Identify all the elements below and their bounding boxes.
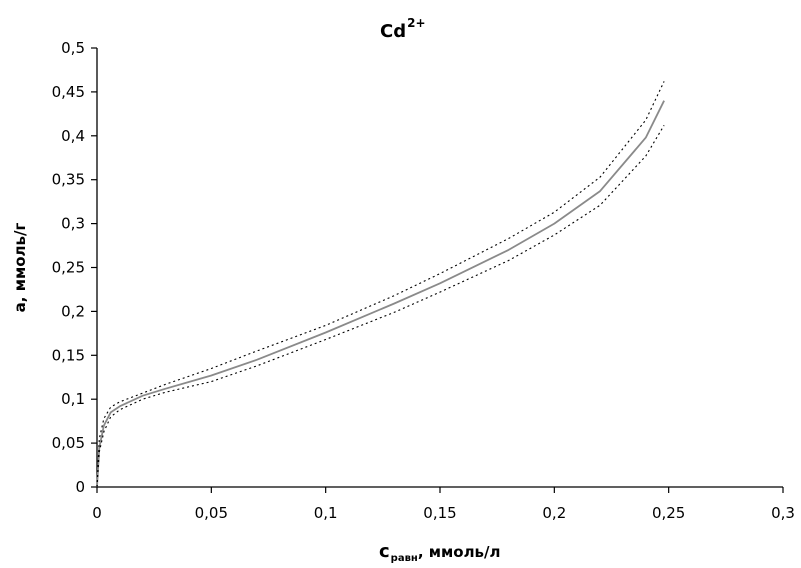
x-tick-label: 0,2	[542, 504, 566, 522]
x-axis-label-main: c	[379, 541, 390, 562]
y-axis-label: a, ммоль/г	[11, 223, 29, 313]
x-axis-label-subscript: равн	[391, 553, 418, 564]
y-tick-label: 0,4	[61, 127, 85, 145]
y-tick-label: 0,35	[52, 171, 85, 189]
y-tick-label: 0,5	[61, 39, 85, 57]
y-tick-label: 0,05	[52, 434, 85, 452]
confidence-bound-line-1	[96, 81, 665, 488]
y-tick-label: 0,15	[52, 346, 85, 364]
x-tick-label: 0	[92, 504, 102, 522]
y-tick-label: 0,25	[52, 259, 85, 277]
x-tick-label: 0,3	[771, 504, 795, 522]
chart-title-main: Cd	[380, 21, 406, 42]
x-tick-label: 0,15	[423, 504, 456, 522]
x-axis-label: c равн , ммоль/л	[379, 541, 501, 564]
y-tick-label: 0,45	[52, 83, 85, 101]
chart-title-superscript: 2+	[407, 16, 425, 30]
series-layer	[96, 81, 665, 488]
y-tick-label: 0	[75, 478, 85, 496]
y-tick-label: 0,3	[61, 215, 85, 233]
x-axis-label-units: , ммоль/л	[418, 543, 501, 561]
axes	[91, 47, 784, 493]
x-tick-labels: 0 0,05 0,1 0,15 0,2 0,25 0,3	[92, 504, 795, 522]
confidence-bound-line-2	[96, 125, 665, 488]
x-tick-label: 0,25	[652, 504, 685, 522]
x-tick-label: 0,05	[195, 504, 228, 522]
y-tick-label: 0,1	[61, 390, 85, 408]
chart-title: Cd 2+	[380, 16, 426, 42]
y-tick-label: 0,2	[61, 302, 85, 320]
y-tick-labels: 0 0,05 0,1 0,15 0,2 0,25 0,3 0,35 0,4 0,45 0,5	[52, 39, 85, 496]
fitted-isotherm-line	[96, 100, 665, 488]
x-tick-label: 0,1	[314, 504, 338, 522]
